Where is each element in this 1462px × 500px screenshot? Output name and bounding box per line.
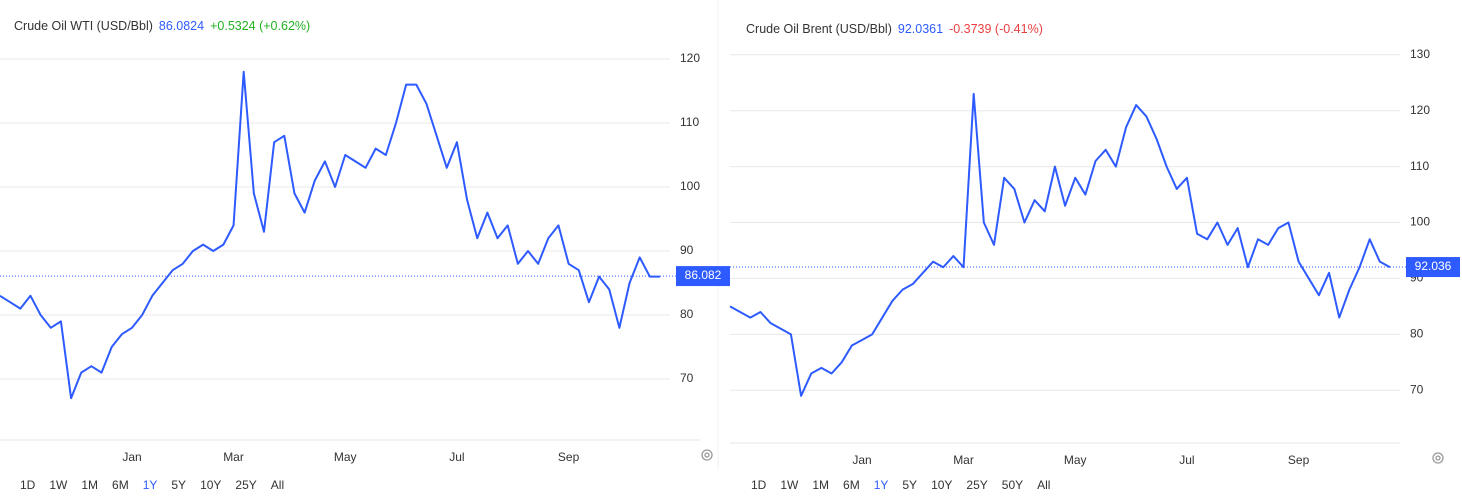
last-price-box xyxy=(1406,257,1460,278)
range-button[interactable]: 25Y xyxy=(235,478,257,492)
change: +0.5324 (+0.62%) xyxy=(210,19,311,33)
chart-title: Crude Oil WTI (USD/Bbl) xyxy=(14,19,153,33)
range-button[interactable]: 1M xyxy=(81,478,99,492)
range-button[interactable]: 6M xyxy=(112,478,129,492)
price: 86.0824 xyxy=(158,19,205,33)
y-tick-label: 100 xyxy=(1410,215,1430,229)
y-tick-label: 70 xyxy=(680,371,694,385)
y-tick-label: 110 xyxy=(1410,159,1429,173)
range-selector: 1D 1W 1M 6M 1Y 5Y 10Y 25Y All xyxy=(20,478,284,492)
range-button[interactable]: 1W xyxy=(49,478,68,492)
range-button[interactable]: 1Y xyxy=(873,478,889,492)
y-tick-label: 70 xyxy=(1410,382,1424,396)
last-price-label: 92.036 xyxy=(1415,259,1452,273)
price-line xyxy=(0,70,660,400)
x-tick-label: Jan xyxy=(122,450,141,464)
settings-icon[interactable] xyxy=(701,449,713,461)
x-tick-label: Jan xyxy=(852,453,871,467)
y-tick-label: 120 xyxy=(1410,103,1430,117)
last-price-label: 86.082 xyxy=(685,268,722,282)
range-button[interactable]: 5Y xyxy=(171,478,187,492)
chart-header: Crude Oil WTI (USD/Bbl) 86.0824 +0.5324 (+… xyxy=(14,19,316,33)
chart-title: Crude Oil Brent (USD/Bbl) xyxy=(746,22,892,36)
price: 92.0361 xyxy=(897,22,944,36)
range-button[interactable]: 25Y xyxy=(966,478,988,492)
range-selector: 1D 1W 1M 6M 1Y 5Y 10Y 25Y 50Y All xyxy=(751,478,1050,492)
y-tick-label: 130 xyxy=(1410,47,1430,61)
price-line xyxy=(729,92,1391,397)
range-button[interactable]: 1D xyxy=(20,478,36,492)
range-button[interactable]: 1W xyxy=(780,478,799,492)
y-tick-label: 100 xyxy=(680,179,700,193)
x-tick-label: May xyxy=(1064,453,1087,467)
settings-icon[interactable] xyxy=(1432,452,1444,464)
last-price-box xyxy=(676,266,730,287)
x-tick-label: Jul xyxy=(449,450,464,464)
range-button[interactable]: 1M xyxy=(812,478,830,492)
x-tick-label: Sep xyxy=(558,450,580,464)
range-button[interactable]: All xyxy=(1037,478,1051,492)
change: -0.3739 (-0.41%) xyxy=(949,22,1043,36)
range-button[interactable]: 6M xyxy=(843,478,860,492)
x-tick-label: Mar xyxy=(953,453,974,467)
y-tick-label: 120 xyxy=(680,51,700,65)
y-tick-label: 110 xyxy=(680,115,699,129)
range-button[interactable]: 10Y xyxy=(200,478,222,492)
x-tick-label: May xyxy=(334,450,357,464)
y-tick-label: 80 xyxy=(680,307,694,321)
x-tick-label: Mar xyxy=(223,450,244,464)
y-tick-label: 80 xyxy=(1410,327,1424,341)
range-button[interactable]: All xyxy=(270,478,285,492)
range-button[interactable]: 1D xyxy=(751,478,767,492)
y-tick-label: 90 xyxy=(680,243,694,257)
range-button[interactable]: 50Y xyxy=(1001,478,1024,492)
x-tick-label: Sep xyxy=(1288,453,1310,467)
range-button[interactable]: 5Y xyxy=(902,478,918,492)
chart-header: Crude Oil Brent (USD/Bbl) 92.0361 -0.3739 … xyxy=(746,22,1049,36)
range-button[interactable]: 10Y xyxy=(931,478,953,492)
range-button[interactable]: 1Y xyxy=(142,478,158,492)
x-tick-label: Jul xyxy=(1179,453,1194,467)
